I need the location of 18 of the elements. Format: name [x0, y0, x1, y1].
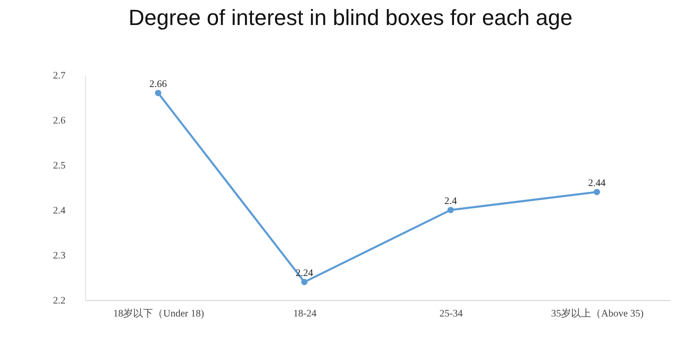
- chart-title: Degree of interest in blind boxes for each age: [128, 5, 572, 30]
- data-label: 2.44: [588, 178, 606, 189]
- point: [301, 278, 308, 286]
- y-tick-label: 2.7: [53, 70, 66, 82]
- x-tick-label: 25-34: [439, 308, 463, 320]
- point: [447, 206, 454, 214]
- y-tick-label: 2.3: [53, 250, 66, 262]
- point: [154, 90, 162, 96]
- y-tick-label: 2.5: [53, 160, 66, 172]
- x-tick-label: 18-24: [293, 308, 317, 320]
- data-label: 2.66: [149, 79, 167, 90]
- y-tick-label: 2.6: [53, 116, 66, 126]
- data-label: 2.4: [444, 196, 457, 207]
- x-tick-label: 18岁以下（Under 18): [113, 308, 204, 320]
- y-tick-label: 2.4: [53, 206, 66, 216]
- y-tick-label: 2.2: [53, 296, 66, 306]
- x-tick-label: 35岁以上（Above 35): [551, 308, 644, 320]
- point: [594, 188, 600, 196]
